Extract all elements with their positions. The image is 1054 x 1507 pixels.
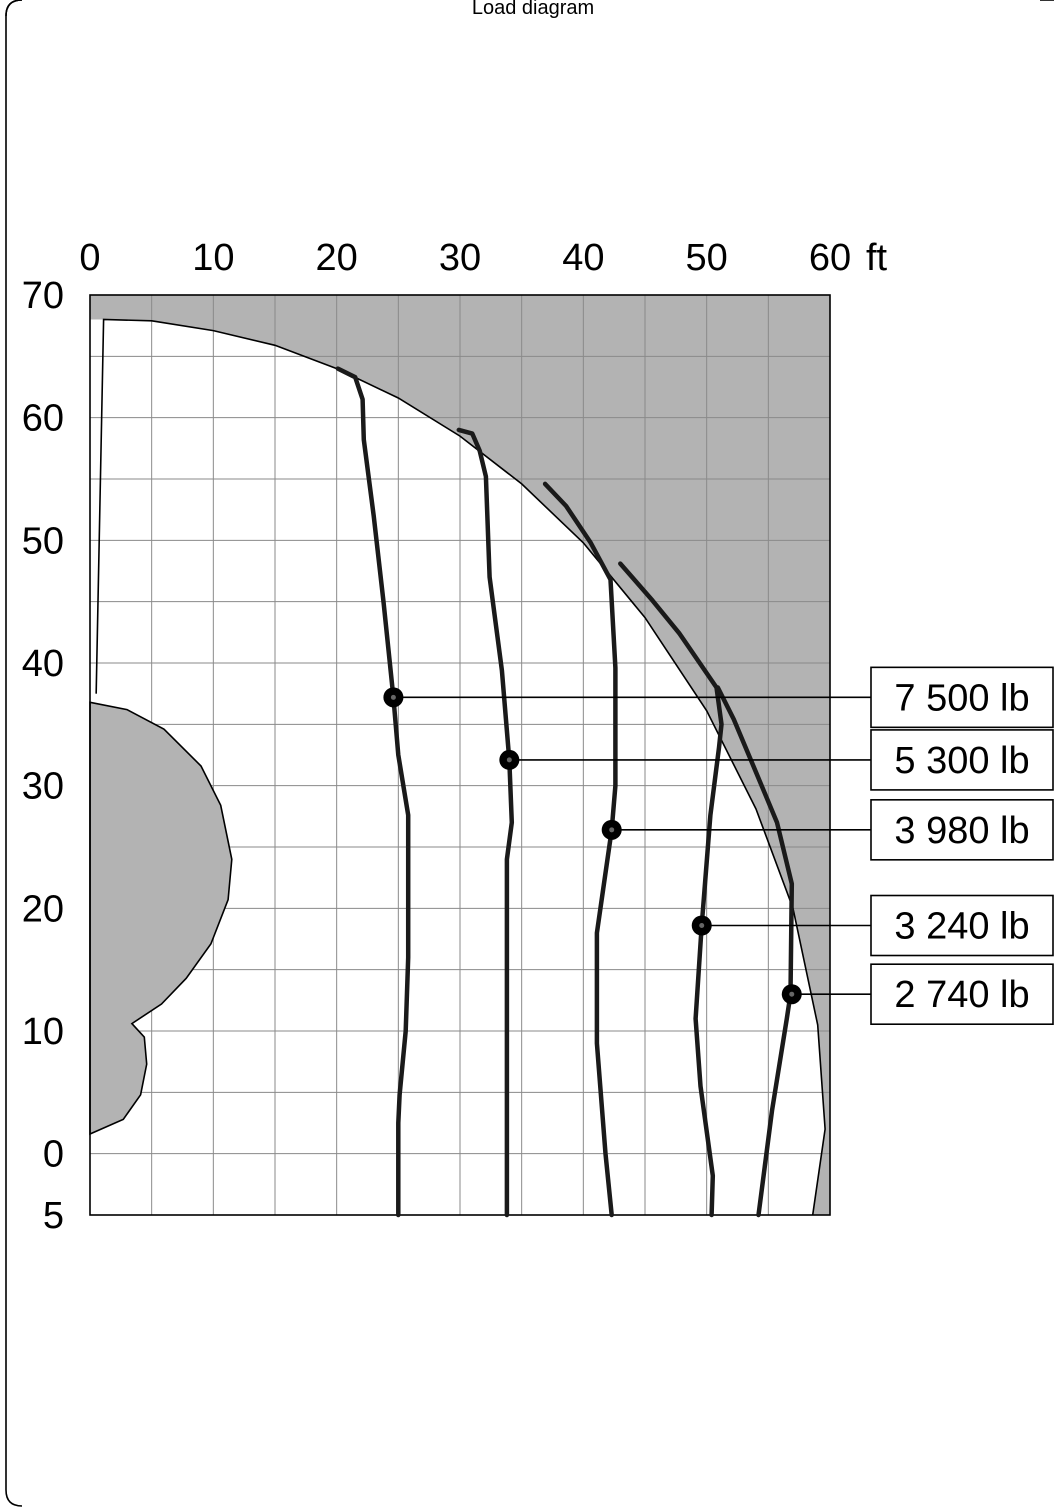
callout-label: 3 980 lb [894, 810, 1029, 852]
callout-box [870, 666, 1054, 729]
out-of-reach-area [90, 319, 826, 1215]
y-tick-label: 10 [22, 1011, 64, 1053]
x-tick-label: 10 [192, 237, 234, 279]
x-tick-label: 50 [686, 237, 728, 279]
load-markers [383, 687, 802, 1005]
frame-top-left [5, 0, 23, 17]
y-tick-label: 70 [22, 275, 64, 317]
load-curve-2 [456, 427, 515, 1218]
x-tick-label: 60 [809, 237, 851, 279]
callout-box [870, 729, 1054, 791]
load-marker-center [506, 757, 512, 763]
callout-label: 3 240 lb [894, 906, 1029, 948]
x-axis-unit: ft [866, 237, 888, 279]
x-tick-label: 20 [316, 237, 358, 279]
y-tick-label: 20 [22, 888, 64, 930]
x-axis-ticks: 0 10 20 30 40 50 60 [79, 237, 851, 279]
y-tick-label: 50 [22, 520, 64, 562]
load-curve-5 [715, 685, 795, 1218]
y-tick-label: 30 [22, 766, 64, 808]
y-tick-label: 0 [43, 1134, 64, 1176]
load-curves [335, 366, 795, 1218]
y-tick-label: 40 [22, 643, 64, 685]
chart-title: Load diagram [472, 0, 594, 19]
y-tick-label: 60 [22, 398, 64, 440]
frame-left [5, 0, 23, 1507]
callout-box [870, 894, 1054, 957]
load-marker-center [390, 694, 396, 700]
load-marker-center [789, 991, 795, 997]
plot-border [89, 294, 831, 1216]
callout-leaders [393, 696, 871, 996]
x-tick-label: 30 [439, 237, 481, 279]
callout-box [870, 799, 1054, 861]
chassis-outline [89, 701, 233, 1136]
y-tick-label: 5 [43, 1195, 64, 1237]
y-axis-ticks: 70 60 50 40 30 20 10 0 5 [22, 275, 64, 1237]
load-curve-4 [618, 561, 724, 1218]
load-curve-3 [542, 481, 618, 1218]
load-callouts: 7 500 lb 5 300 lb 3 980 lb 3 240 lb 2 740 lb [870, 666, 1054, 1026]
plot-area [89, 294, 871, 1218]
callout-label: 5 300 lb [894, 740, 1029, 782]
load-curve-1 [335, 366, 411, 1218]
max-reach-envelope [95, 318, 826, 1216]
callout-box [870, 963, 1054, 1026]
load-marker-center [699, 923, 705, 929]
x-tick-label: 0 [79, 237, 100, 279]
load-marker-center [609, 827, 615, 833]
callout-label: 7 500 lb [894, 677, 1029, 719]
callout-label: 2 740 lb [894, 974, 1029, 1016]
x-tick-label: 40 [562, 237, 604, 279]
